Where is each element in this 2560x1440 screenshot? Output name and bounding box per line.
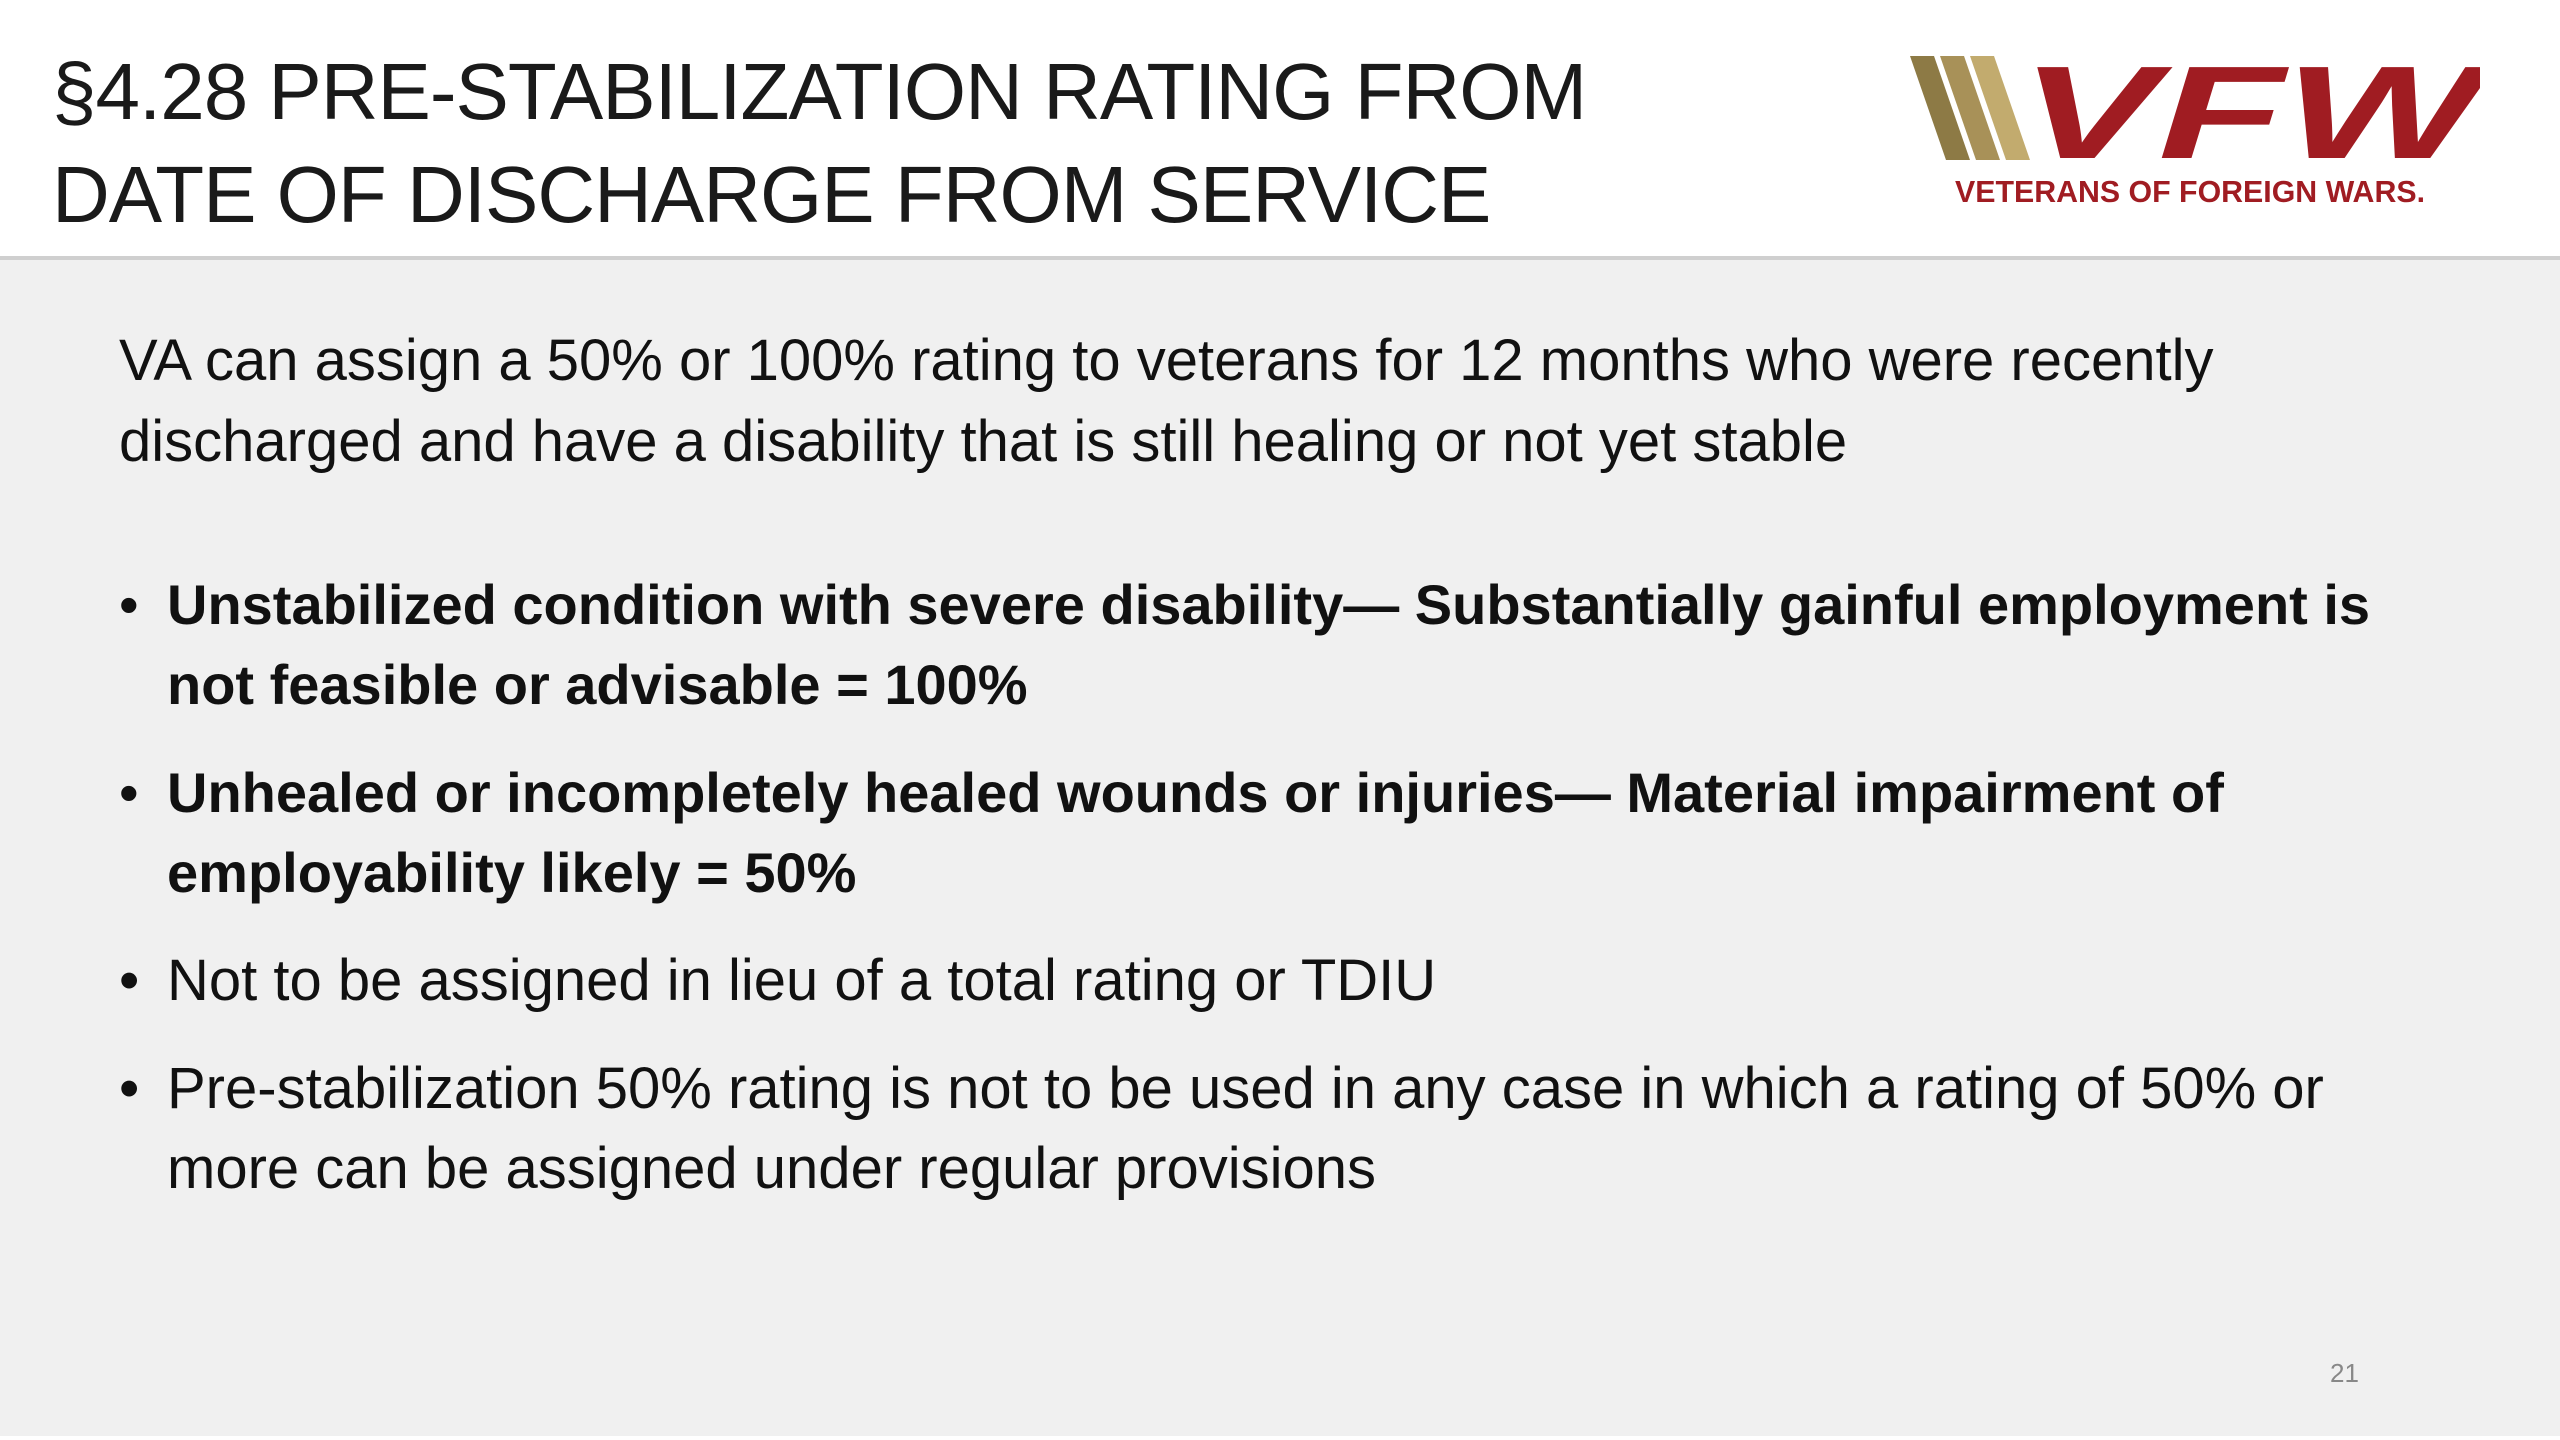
header: §4.28 PRE-STABILIZATION RATING FROM DATE… bbox=[0, 0, 2560, 260]
logo-stripe bbox=[1970, 56, 2030, 160]
bullet-item: Unhealed or incompletely healed wounds o… bbox=[119, 753, 2449, 913]
logo: VFW VETERANS OF FOREIGN WARS. bbox=[1910, 50, 2480, 209]
logo-stripe bbox=[1940, 56, 2000, 160]
logo-caption: VETERANS OF FOREIGN WARS. bbox=[1955, 174, 2425, 209]
logo-mark: VFW bbox=[2020, 50, 2480, 186]
intro-text: VA can assign a 50% or 100% rating to ve… bbox=[119, 328, 2214, 474]
bullet-list: Unstabilized condition with severe disab… bbox=[119, 565, 2449, 1237]
page-number: 21 bbox=[2330, 1358, 2359, 1388]
bottom-edge bbox=[0, 1436, 2560, 1440]
slide-title: §4.28 PRE-STABILIZATION RATING FROM DATE… bbox=[52, 47, 1587, 239]
logo-stripe bbox=[1910, 56, 1970, 160]
bullet-item: Not to be assigned in lieu of a total ra… bbox=[119, 941, 2449, 1021]
bullet-item: Unstabilized condition with severe disab… bbox=[119, 565, 2449, 725]
bullet-item: Pre-stabilization 50% rating is not to b… bbox=[119, 1049, 2449, 1209]
